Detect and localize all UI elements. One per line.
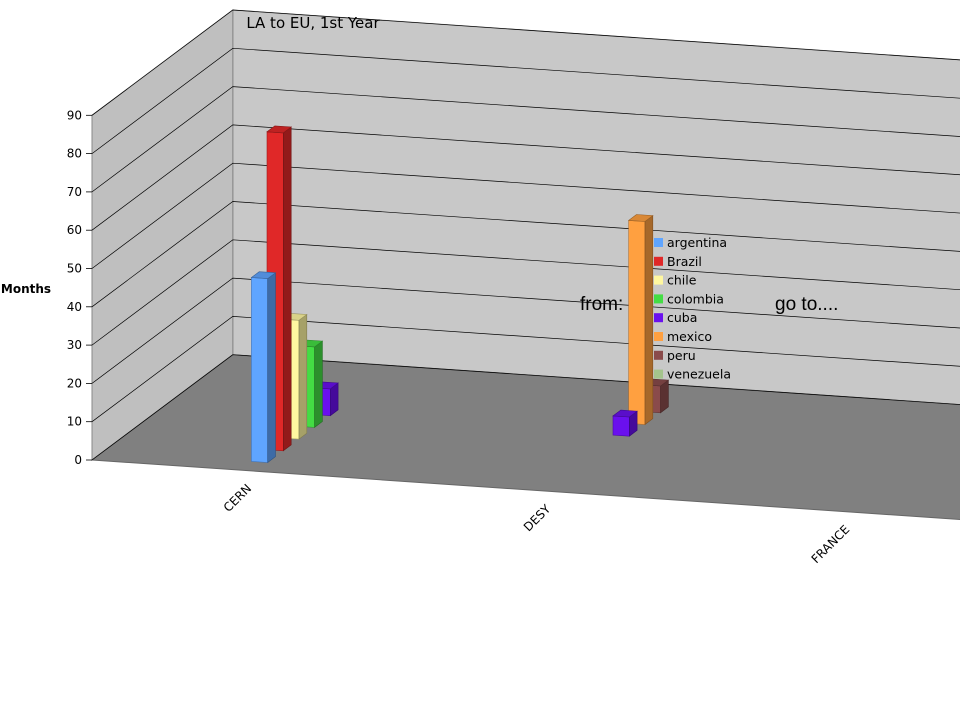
y-axis-label: Months [1,282,51,296]
legend-swatch-peru [654,350,663,360]
bar-front [612,415,630,437]
bar-side [314,340,323,429]
goto-label: go to.... [775,294,839,315]
bar-argentina-CERN [250,271,277,464]
from-label: from: [580,294,624,315]
y-tick-label: 70 [67,185,82,199]
bar-mexico-DESY [627,214,654,426]
chart-bars [250,125,670,464]
legend-label-argentina: argentina [667,235,727,250]
gridline-70 [91,86,960,193]
legend-label-peru: peru [667,348,696,363]
gridline-50 [91,162,960,269]
gridline-30 [91,239,960,346]
chart-legend: argentina Brazil chile colombia cuba mexico pe… [654,235,731,382]
x-tick-label: FRANCE [809,522,853,566]
gridline-60 [91,124,960,231]
legend-label-venezuela: venezuela [667,367,731,382]
legend-swatch-colombia [654,294,663,304]
y-tick-label: 90 [67,108,82,122]
bar-top [627,214,654,222]
legend-swatch-mexico [654,332,663,341]
legend-label-mexico: mexico [667,329,712,344]
y-tick-label: 10 [67,415,82,429]
bar-cuba-DESY [612,409,638,437]
legend-label-chile: chile [667,273,697,288]
bar-top [266,125,293,134]
y-tick-label: 40 [67,300,82,314]
legend-swatch-chile [654,275,663,285]
legend-swatch-argentina [654,238,663,247]
chart-title: LA to EU, 1st Year [246,14,380,32]
bar-top [250,271,277,279]
legend-label-cuba: cuba [667,310,697,325]
y-tick-label: 60 [67,223,82,237]
y-tick-label: 0 [74,453,82,467]
legend-swatch-cuba [654,313,663,323]
gridline-10 [91,316,960,422]
bar-side [282,126,292,452]
y-tick-label: 30 [67,338,82,352]
gridline-40 [91,201,960,308]
chart-gridlines [91,9,960,461]
bar-side [644,214,654,426]
y-tick-label: 20 [67,376,82,390]
x-tick-label: DESY [521,501,554,534]
bar-front [251,277,269,463]
x-tick-label: CERN [221,481,254,514]
bar-top [612,409,638,418]
gridline-80 [91,47,960,154]
gridline-0 [91,354,960,461]
legend-swatch-venezuela [654,369,663,379]
bar-front [628,220,646,425]
legend-swatch-Brazil [654,256,663,266]
gridline-20 [91,277,960,384]
bar-side [267,272,276,464]
bar-side [298,313,308,440]
legend-label-Brazil: Brazil [667,254,702,269]
y-tick-label: 50 [67,262,82,276]
gridline-90 [91,9,960,116]
y-tick-label: 80 [67,147,82,161]
legend-label-colombia: colombia [667,291,724,306]
